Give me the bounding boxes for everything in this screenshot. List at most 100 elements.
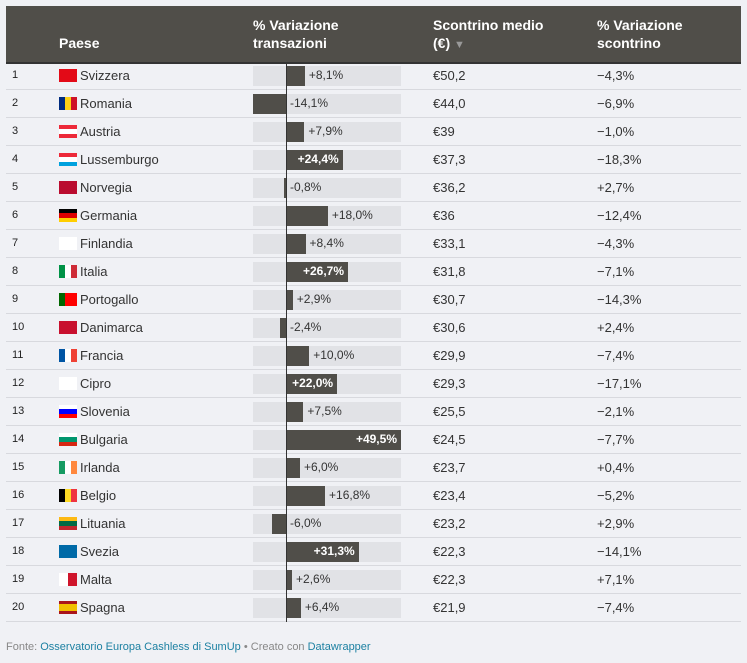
rank: 15 [12,461,25,473]
country-name: Finlandia [80,236,133,251]
bar [286,458,300,478]
table-row: 1 Svizzera +8,1% €50,2 −4,3% [6,62,741,90]
scontrino-medio: €22,3 [433,572,466,587]
rank: 2 [12,97,19,109]
var-scontrino: −18,3% [597,152,642,167]
bar [286,122,305,142]
rank: 7 [12,237,19,249]
table-row: 11 Francia +10,0% €29,9 −7,4% [6,342,741,370]
datawrapper-link[interactable]: Datawrapper [307,641,371,653]
bar-label: +2,9% [296,292,332,306]
bar [286,150,343,170]
zero-line [286,342,287,370]
table-row: 4 Lussemburgo +24,4% €37,3 −18,3% [6,146,741,174]
header-label: (€) [433,35,451,51]
zero-line [286,286,287,314]
bar [280,318,286,338]
flag-icon [59,545,77,558]
header-paese[interactable]: Paese [59,35,100,51]
scontrino-medio: €30,7 [433,292,466,307]
bar-background [253,514,401,534]
bar-label: -0,8% [290,180,322,194]
flag-icon [59,209,77,222]
bar [272,514,286,534]
country-name: Francia [80,348,124,363]
bar-label: -2,4% [290,320,322,334]
country-name: Slovenia [80,404,130,419]
table-row: 12 Cipro +22,0% €29,3 −17,1% [6,370,741,398]
scontrino-medio: €37,3 [433,152,466,167]
rank: 19 [12,573,25,585]
scontrino-medio: €29,3 [433,376,466,391]
rank: 17 [12,517,25,529]
scontrino-medio: €30,6 [433,320,466,335]
header-var-scontrino[interactable]: % Variazione scontrino [597,16,683,52]
country-name: Austria [80,124,121,139]
bar-background [253,178,401,198]
var-scontrino: −14,3% [597,292,642,307]
scontrino-medio: €36,2 [433,180,466,195]
flag-icon [59,405,77,418]
header-label: % Variazione [253,17,339,33]
header-label: transazioni [253,35,327,51]
country-name: Italia [80,264,108,279]
var-scontrino: +2,4% [597,320,635,335]
rank: 18 [12,545,25,557]
table-header: Paese % Variazione transazioni Scontrino … [6,6,741,64]
bar-background [253,486,401,506]
var-scontrino: −6,9% [597,96,635,111]
table-row: 2 Romania -14,1% €44,0 −6,9% [6,90,741,118]
bar-label: +31,3% [313,544,355,558]
country-name: Lussemburgo [80,152,159,167]
bar [286,598,301,618]
country-name: Svezia [80,544,120,559]
header-var-trans[interactable]: % Variazione transazioni [253,16,339,52]
header-scontrino[interactable]: Scontrino medio (€) ▼ [433,16,543,54]
zero-line [286,118,287,146]
bar [286,346,310,366]
var-scontrino: −17,1% [597,376,642,391]
bar-label: +18,0% [331,208,373,222]
country-name: Belgio [80,488,117,503]
table-row: 13 Slovenia +7,5% €25,5 −2,1% [6,398,741,426]
zero-line [286,174,287,202]
flag-icon [59,153,77,166]
flag-icon [59,181,77,194]
table-row: 15 Irlanda +6,0% €23,7 +0,4% [6,454,741,482]
flag-icon [59,461,77,474]
flag-icon [59,125,77,138]
bar-background [253,94,401,114]
bar [286,486,326,506]
footer-sep: • Creato con [240,641,308,653]
var-scontrino: −7,4% [597,348,635,363]
rank: 4 [12,153,19,165]
flag-icon [59,377,77,390]
scontrino-medio: €23,7 [433,460,466,475]
table-row: 17 Lituania -6,0% €23,2 +2,9% [6,510,741,538]
bar [286,374,338,394]
bar-label: +49,5% [355,432,397,446]
table-row: 6 Germania +18,0% €36 −12,4% [6,202,741,230]
zero-line [286,538,287,566]
flag-icon [59,489,77,502]
flag-icon [59,237,77,250]
scontrino-medio: €50,2 [433,68,466,83]
table-row: 5 Norvegia -0,8% €36,2 +2,7% [6,174,741,202]
sort-desc-icon: ▼ [454,39,465,51]
country-name: Bulgaria [80,432,128,447]
zero-line [286,454,287,482]
table-row: 20 Spagna +6,4% €21,9 −7,4% [6,594,741,622]
scontrino-medio: €29,9 [433,348,466,363]
flag-icon [59,69,77,82]
country-name: Portogallo [80,292,139,307]
bar [286,402,304,422]
bar [286,542,359,562]
table-row: 16 Belgio +16,8% €23,4 −5,2% [6,482,741,510]
source-link[interactable]: Osservatorio Europa Cashless di SumUp [40,641,241,653]
zero-line [286,510,287,538]
bar-label: +10,0% [313,348,355,362]
scontrino-medio: €21,9 [433,600,466,615]
footer: Fonte: Osservatorio Europa Cashless di S… [6,641,371,653]
rank: 11 [12,349,24,361]
bar-label: -14,1% [290,96,329,110]
